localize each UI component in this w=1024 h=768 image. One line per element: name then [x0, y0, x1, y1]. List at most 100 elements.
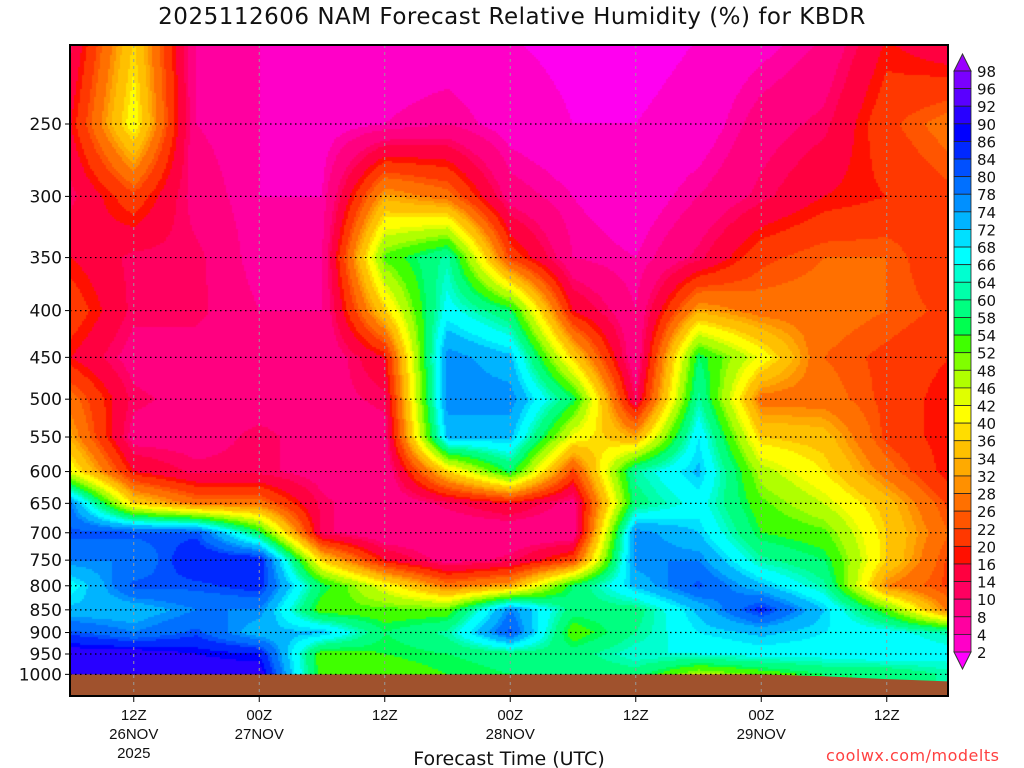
colorbar-label: 14 [977, 574, 996, 592]
colorbar-label: 26 [977, 503, 996, 521]
y-tick-label: 500 [30, 390, 62, 410]
colorbar-box [953, 176, 972, 195]
watermark: coolwx.com/modelts [826, 746, 1000, 765]
colorbar-label: 8 [977, 609, 987, 627]
colorbar-label: 28 [977, 486, 996, 504]
colorbar-box [953, 158, 972, 178]
y-tick-label: 400 [30, 302, 62, 322]
colorbar-label: 78 [977, 186, 996, 204]
colorbar-label: 48 [977, 362, 996, 380]
colorbar-box [953, 105, 972, 125]
colorbar-box [953, 352, 972, 371]
y-tick-label: 1000 [19, 665, 62, 685]
colorbar-label: 96 [977, 81, 996, 99]
colorbar-min-triangle [953, 651, 972, 671]
colorbar-box [953, 88, 972, 107]
colorbar-box [953, 141, 972, 160]
colorbar-label: 86 [977, 133, 996, 151]
colorbar-box [953, 317, 972, 336]
colorbar-box [953, 493, 972, 512]
colorbar-box [953, 633, 972, 653]
x-tick-label: 12Z [121, 707, 147, 724]
colorbar-label: 46 [977, 380, 996, 398]
colorbar-max-triangle [953, 52, 972, 72]
x-tick-label: 12Z [372, 707, 398, 724]
y-tick-label: 950 [30, 645, 62, 665]
y-tick-label: 650 [30, 494, 62, 514]
y-tick-label: 300 [30, 187, 62, 207]
colorbar-label: 64 [977, 274, 996, 292]
x-tick-label: 2025 [117, 745, 150, 762]
colorbar-label: 40 [977, 415, 996, 433]
colorbar-box [953, 510, 972, 530]
colorbar-box [953, 422, 972, 442]
colorbar-label: 92 [977, 98, 996, 116]
colorbar-label: 74 [977, 204, 996, 222]
y-tick-label: 600 [30, 463, 62, 483]
colorbar-label: 20 [977, 538, 996, 556]
colorbar-box [953, 545, 972, 565]
colorbar-box [953, 598, 972, 618]
chart-title: 2025112606 NAM Forecast Relative Humidit… [158, 4, 866, 30]
rh-contour-field [70, 45, 948, 696]
colorbar-label: 72 [977, 221, 996, 239]
colorbar-box [953, 229, 972, 248]
y-tick-label: 700 [30, 524, 62, 544]
colorbar-label: 4 [977, 626, 987, 644]
colorbar-box [953, 405, 972, 424]
x-tick-label: 28NOV [486, 726, 535, 743]
colorbar-label: 16 [977, 556, 996, 574]
y-tick-label: 550 [30, 428, 62, 448]
x-tick-label: 27NOV [235, 726, 284, 743]
colorbar-box [953, 334, 972, 354]
colorbar-label: 52 [977, 345, 996, 363]
x-tick-label: 00Z [246, 707, 272, 724]
colorbar-box [953, 563, 972, 582]
colorbar-box [953, 387, 972, 406]
x-axis-label: Forecast Time (UTC) [413, 748, 604, 768]
y-tick-label: 350 [30, 249, 62, 269]
colorbar-box [953, 616, 972, 635]
colorbar-label: 66 [977, 257, 996, 275]
colorbar-label: 68 [977, 239, 996, 257]
colorbar-label: 32 [977, 468, 996, 486]
colorbar-box [953, 528, 972, 547]
colorbar-box [953, 299, 972, 318]
colorbar-box [953, 457, 972, 477]
x-tick-label: 12Z [623, 707, 649, 724]
colorbar-box [953, 193, 972, 213]
y-tick-label: 900 [30, 624, 62, 644]
colorbar-label: 80 [977, 169, 996, 187]
x-tick-label: 00Z [748, 707, 774, 724]
colorbar-label: 58 [977, 309, 996, 327]
ground-terrain [70, 674, 948, 696]
colorbar-box [953, 281, 972, 301]
y-tick-label: 800 [30, 577, 62, 597]
colorbar-label: 42 [977, 398, 996, 416]
colorbar-box [953, 369, 972, 389]
y-tick-label: 250 [30, 115, 62, 135]
colorbar-box [953, 211, 972, 230]
colorbar-label: 34 [977, 450, 996, 468]
x-tick-label: 12Z [874, 707, 900, 724]
colorbar-box [953, 581, 972, 600]
colorbar-label: 90 [977, 116, 996, 134]
colorbar-label: 98 [977, 63, 996, 81]
colorbar-box [953, 475, 972, 494]
colorbar-label: 2 [977, 644, 987, 662]
x-tick-label: 26NOV [109, 726, 158, 743]
colorbar-box [953, 440, 972, 459]
y-tick-label: 450 [30, 348, 62, 368]
colorbar-label: 54 [977, 327, 996, 345]
colorbar-box [953, 246, 972, 266]
colorbar-box [953, 264, 972, 283]
colorbar-label: 10 [977, 591, 996, 609]
colorbar-label: 22 [977, 521, 996, 539]
y-tick-label: 850 [30, 601, 62, 621]
x-tick-label: 00Z [497, 707, 523, 724]
colorbar-label: 36 [977, 433, 996, 451]
y-tick-label: 750 [30, 551, 62, 571]
x-tick-label: 29NOV [737, 726, 786, 743]
colorbar-box [953, 70, 972, 90]
